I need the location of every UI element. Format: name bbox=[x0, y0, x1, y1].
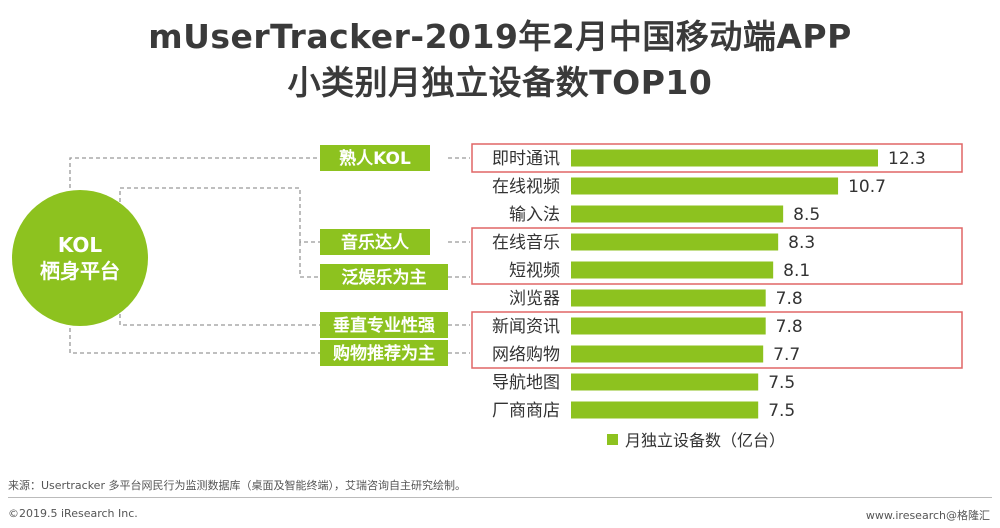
chart-title-line2: 小类别月独立设备数TOP10 bbox=[287, 63, 713, 102]
bar-value-label: 7.5 bbox=[768, 401, 795, 421]
bar-value-label: 7.8 bbox=[776, 289, 803, 309]
chart-title-line1: mUserTracker-2019年2月中国移动端APP bbox=[148, 17, 852, 56]
bar bbox=[571, 205, 784, 223]
legend-swatch bbox=[607, 434, 618, 445]
bar-value-label: 8.5 bbox=[793, 205, 820, 225]
bar bbox=[571, 345, 764, 363]
highlight-box-im bbox=[471, 143, 963, 173]
platform-tag bbox=[320, 145, 430, 171]
category-label: 网络购物 bbox=[492, 345, 560, 365]
category-label: 导航地图 bbox=[492, 373, 560, 393]
bar-value-label: 7.8 bbox=[776, 317, 803, 337]
bar bbox=[571, 317, 766, 335]
category-label: 浏览器 bbox=[509, 289, 560, 309]
footer-divider bbox=[8, 497, 992, 498]
bar-value-label: 7.5 bbox=[768, 373, 795, 393]
footer-source: 来源：Usertracker 多平台网民行为监测数据库（桌面及智能终端），艾瑞咨… bbox=[8, 479, 466, 492]
category-label: 新闻资讯 bbox=[492, 317, 560, 337]
category-label: 厂商商店 bbox=[492, 401, 560, 421]
bar bbox=[571, 373, 759, 391]
kol-circle-label-line1: KOL bbox=[58, 233, 103, 257]
platform-tag-label: 熟人KOL bbox=[339, 148, 411, 169]
bar bbox=[571, 149, 878, 167]
platform-tag-label: 垂直专业性强 bbox=[333, 315, 435, 336]
category-label: 即时通讯 bbox=[492, 149, 560, 169]
platform-tag-label: 音乐达人 bbox=[341, 232, 410, 253]
kol-circle-label-line2: 栖身平台 bbox=[40, 259, 120, 283]
highlight-box-music-video bbox=[471, 227, 963, 285]
connector-ent bbox=[299, 242, 320, 278]
category-label: 短视频 bbox=[509, 261, 560, 281]
connector-vert bbox=[119, 300, 320, 326]
bar bbox=[571, 289, 766, 307]
category-label: 输入法 bbox=[509, 205, 560, 225]
bar bbox=[571, 401, 759, 419]
highlight-box-news-shopping bbox=[471, 311, 963, 369]
kol-platform-circle bbox=[12, 190, 148, 326]
connector-music bbox=[119, 187, 320, 243]
bar-value-label: 7.7 bbox=[773, 345, 800, 365]
footer-url: www.iresearch@格隆汇 bbox=[865, 509, 990, 522]
bar-value-label: 10.7 bbox=[848, 177, 886, 197]
bar bbox=[571, 177, 839, 195]
platform-tag bbox=[320, 340, 448, 366]
category-label: 在线音乐 bbox=[492, 233, 560, 253]
legend-label: 月独立设备数（亿台） bbox=[625, 431, 785, 450]
platform-tag bbox=[320, 229, 430, 255]
platform-tag-label: 泛娱乐为主 bbox=[342, 267, 427, 288]
bar-value-label: 12.3 bbox=[888, 149, 926, 169]
bar-value-label: 8.3 bbox=[788, 233, 815, 253]
bar bbox=[571, 233, 779, 251]
platform-tag bbox=[320, 312, 448, 338]
category-label: 在线视频 bbox=[492, 177, 560, 197]
footer-copyright: ©2019.5 iResearch Inc. bbox=[8, 507, 138, 520]
platform-tag-label: 购物推荐为主 bbox=[333, 343, 435, 364]
bar-value-label: 8.1 bbox=[783, 261, 810, 281]
platform-tag bbox=[320, 264, 448, 290]
bar bbox=[571, 261, 774, 279]
